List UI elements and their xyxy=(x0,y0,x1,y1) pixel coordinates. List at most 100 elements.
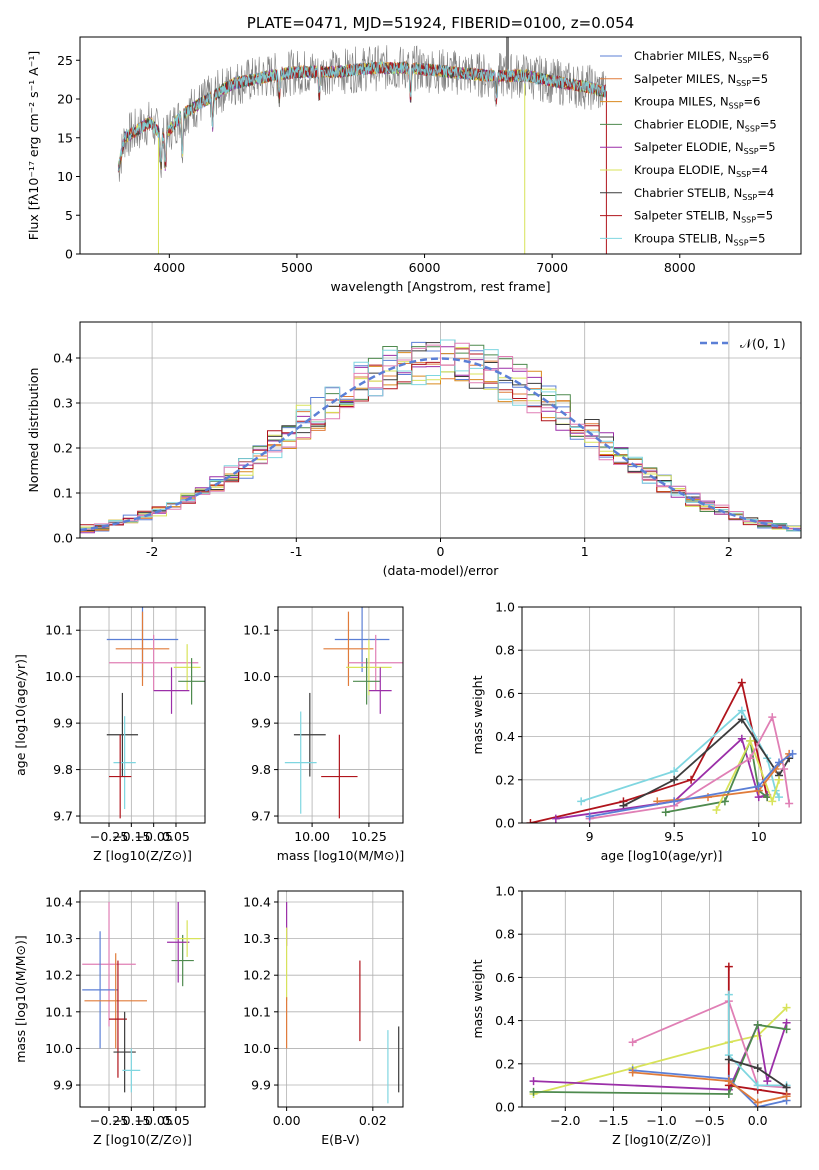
y-tick-label: 20 xyxy=(57,92,73,107)
legend-label: 𝒩(0, 1) xyxy=(740,336,786,351)
series-marker xyxy=(782,1003,791,1012)
y-tick-label: 9.9 xyxy=(53,1078,73,1093)
series-marker xyxy=(753,1081,762,1090)
series-marker xyxy=(785,799,794,808)
y-axis-label: Flux [fλ10⁻¹⁷ erg cm⁻² s⁻¹ A⁻¹] xyxy=(26,51,41,240)
series-marker xyxy=(670,767,679,776)
histograms xyxy=(80,339,801,535)
y-tick-label: 10.0 xyxy=(243,669,271,684)
series-marker xyxy=(724,1055,733,1064)
ticks: 10.00 10.25 9.7 9.8 9.9 10.0 10.1 xyxy=(243,623,387,844)
x-tick-label: -1 xyxy=(290,544,302,559)
y-tick-label: 10 xyxy=(57,169,73,184)
y-tick-label: 0.8 xyxy=(495,927,515,942)
series-marker xyxy=(628,1038,637,1047)
y-tick-label: 0 xyxy=(65,247,73,262)
axes-frame xyxy=(79,321,802,539)
x-tick-label: 2 xyxy=(725,544,733,559)
x-tick-label: 7000 xyxy=(536,260,568,275)
errorbars xyxy=(286,901,400,1104)
y-tick-label: 9.7 xyxy=(53,809,73,824)
y-tick-label: 0.2 xyxy=(495,1056,515,1071)
series-marker xyxy=(763,1077,772,1086)
y-axis-label: mass weight xyxy=(470,675,485,754)
grid xyxy=(80,607,205,823)
panel-spectrum: 4000 5000 6000 7000 8000 0 5 10 15 20 25 wavelength… xyxy=(26,36,802,294)
x-axis-label: Z [log10(Z/Z⊙)] xyxy=(93,848,192,863)
axes-frame xyxy=(277,606,404,824)
legend-label: Kroupa MILES, NSSP=6 xyxy=(634,95,760,111)
y-tick-label: 25 xyxy=(57,53,73,68)
series-line xyxy=(555,737,768,820)
y-tick-label: 10.0 xyxy=(45,1041,73,1056)
series-marker xyxy=(577,797,586,806)
series-marker xyxy=(724,962,733,971)
y-tick-label: 9.9 xyxy=(53,716,73,731)
ticks: 4000 5000 6000 7000 8000 0 5 10 15 20 25 xyxy=(57,53,696,275)
y-tick-label: 10.3 xyxy=(243,931,271,946)
panel-age-vs-mass: 10.00 10.25 9.7 9.8 9.9 10.0 10.1 mass [log10(M… xyxy=(243,606,404,863)
y-tick-label: 0.0 xyxy=(495,816,515,831)
y-tick-label: 0.6 xyxy=(495,970,515,985)
series-line xyxy=(632,999,787,1089)
series-marker xyxy=(585,812,594,821)
x-tick-label: −2.0 xyxy=(550,1113,580,1128)
y-tick-label: 9.7 xyxy=(251,809,271,824)
y-tick-label: 1.0 xyxy=(495,884,515,899)
spectrum-lines xyxy=(117,37,607,254)
series-marker xyxy=(737,734,746,743)
legend-label: Salpeter ELODIE, NSSP=5 xyxy=(634,140,776,156)
series-marker xyxy=(724,1077,733,1086)
ticks: −0.25−0.15−0.050.05 9.9 10.0 10.1 10.2 10.3 10… xyxy=(45,894,190,1128)
legend-label: Chabrier MILES, NSSP=6 xyxy=(634,49,769,65)
legend-label: Kroupa ELODIE, NSSP=4 xyxy=(634,163,768,179)
y-tick-label: 9.9 xyxy=(251,716,271,731)
series-marker xyxy=(712,806,721,815)
y-tick-label: 10.2 xyxy=(45,968,73,983)
panel-mass-vs-Z: −0.25−0.15−0.050.05 9.9 10.0 10.1 10.2 10.3 10… xyxy=(13,890,206,1147)
legend-label: Salpeter STELIB, NSSP=5 xyxy=(634,209,773,225)
x-axis-label: Z [log10(Z/Z⊙)] xyxy=(93,1132,192,1147)
y-tick-label: 0.4 xyxy=(495,1013,515,1028)
x-tick-label: 0.00 xyxy=(273,1113,301,1128)
panel-mass-weight-vs-Z: −2.0 −1.5 −1.0 −0.5 0.0 0.0 0.2 0.4 0.6 0.8 1.0 Z [… xyxy=(470,884,802,1147)
ticks: 0.00 0.02 9.9 10.0 10.1 10.2 10.3 10.4 xyxy=(243,894,387,1128)
series-marker xyxy=(724,1090,733,1099)
chart-title: PLATE=0471, MJD=51924, FIBERID=0100, z=0… xyxy=(247,14,634,32)
series-marker xyxy=(753,1020,762,1029)
x-tick-label: 0.02 xyxy=(359,1113,387,1128)
series-marker xyxy=(737,678,746,687)
x-tick-label: −0.5 xyxy=(694,1113,724,1128)
x-axis-label: wavelength [Angstrom, rest frame] xyxy=(330,279,550,294)
series-marker xyxy=(775,758,784,767)
y-tick-label: 0.8 xyxy=(495,643,515,658)
series-lines xyxy=(529,962,791,1107)
series-marker xyxy=(753,1098,762,1107)
series-marker xyxy=(746,736,755,745)
series-line xyxy=(632,1071,787,1104)
series-line xyxy=(530,679,769,823)
x-tick-label: 9 xyxy=(586,829,594,844)
series-marker xyxy=(775,775,784,784)
series-marker xyxy=(782,1092,791,1101)
y-tick-label: 0.4 xyxy=(495,729,515,744)
x-tick-label: −0.15 xyxy=(112,829,150,844)
y-tick-label: 0.6 xyxy=(495,686,515,701)
series-marker xyxy=(782,1025,791,1034)
legend: 𝒩(0, 1) xyxy=(700,336,786,351)
y-tick-label: 10.0 xyxy=(243,1041,271,1056)
x-tick-label: −0.05 xyxy=(135,829,173,844)
y-tick-label: 9.8 xyxy=(251,762,271,777)
errorbars xyxy=(106,607,205,819)
series-marker xyxy=(737,715,746,724)
y-tick-label: 10.4 xyxy=(243,894,271,909)
y-tick-label: 10.4 xyxy=(45,894,73,909)
series-marker xyxy=(526,819,535,823)
series-marker xyxy=(753,1064,762,1073)
series-marker xyxy=(720,797,729,806)
y-axis-label: mass weight xyxy=(470,959,485,1038)
y-axis-label: age [log10(age/yr)] xyxy=(13,654,28,776)
model-salpeter-stelib xyxy=(117,61,607,168)
panel-mass-vs-EBV: 0.00 0.02 9.9 10.0 10.1 10.2 10.3 10.4 E(B-V) xyxy=(243,890,404,1147)
